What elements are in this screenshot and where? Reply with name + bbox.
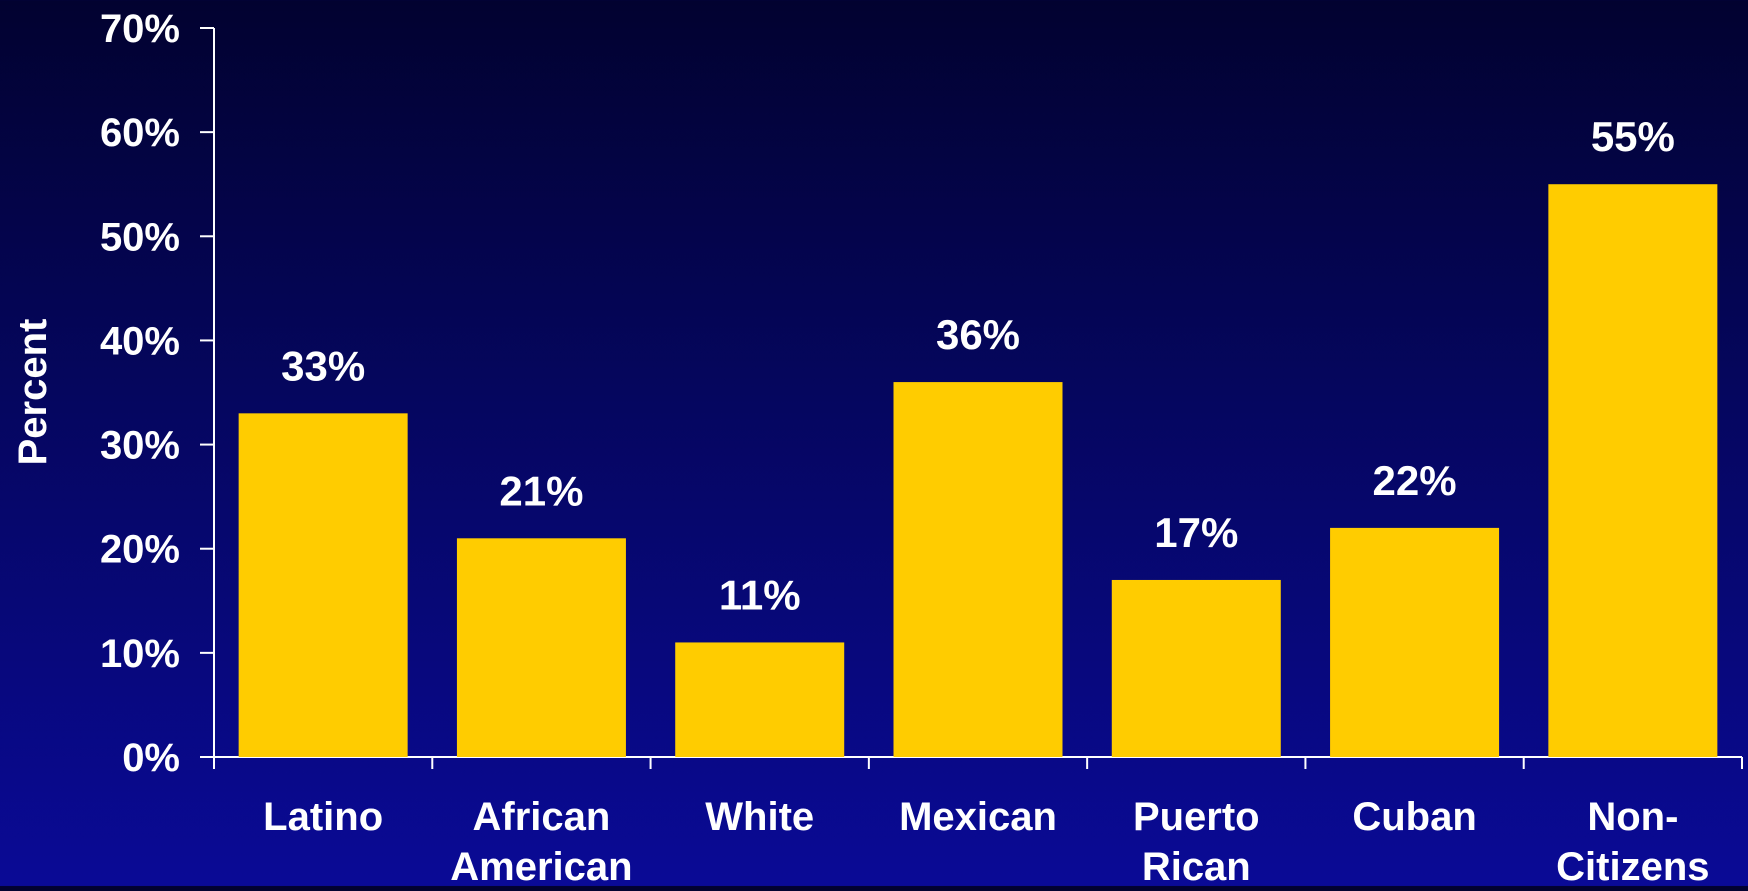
y-axis: 0% 10% 20% 30% 40% 50% 60% 70% [100,7,215,780]
bar [675,642,845,757]
x-tick-labels-group: Latino African American White Mexican Puerto R… [263,795,1709,889]
y-tick-label: 50% [100,215,180,259]
bar [1111,579,1281,757]
data-label: 36% [936,311,1020,358]
data-label: 21% [499,467,583,514]
data-label: 33% [281,342,365,389]
y-tick-label: 0% [122,736,180,780]
data-labels-group: 33% 21% 11% 36% 17% 22% 55% [281,113,1675,618]
data-label: 11% [719,571,801,618]
y-tick-label: 40% [100,319,180,363]
data-label: 17% [1154,509,1238,556]
x-axis [213,756,1743,769]
x-tick-label: Latino [263,795,383,839]
y-tick-label: 10% [100,632,180,676]
y-tick-label: 70% [100,7,180,51]
x-tick-label: Non-Citizens [1556,795,1709,886]
data-label: 55% [1591,113,1675,160]
y-tick-label: 20% [100,528,180,572]
bar [1548,184,1718,757]
y-tick-label: 60% [100,111,180,155]
x-tick-label: Mexican [899,795,1057,839]
x-tick-label: Cuban [1352,795,1476,839]
y-tick-label: 30% [100,424,180,468]
bar [238,413,408,757]
bar [1330,527,1500,757]
x-tick-label: Puerto Rican [1133,795,1260,886]
data-label: 22% [1373,457,1457,504]
x-tick-label: African American [450,795,632,886]
bar [456,538,626,757]
y-axis-label: Percent [11,319,55,466]
bars-group [238,184,1718,757]
bar [893,382,1063,757]
x-tick-label: White [705,795,814,839]
